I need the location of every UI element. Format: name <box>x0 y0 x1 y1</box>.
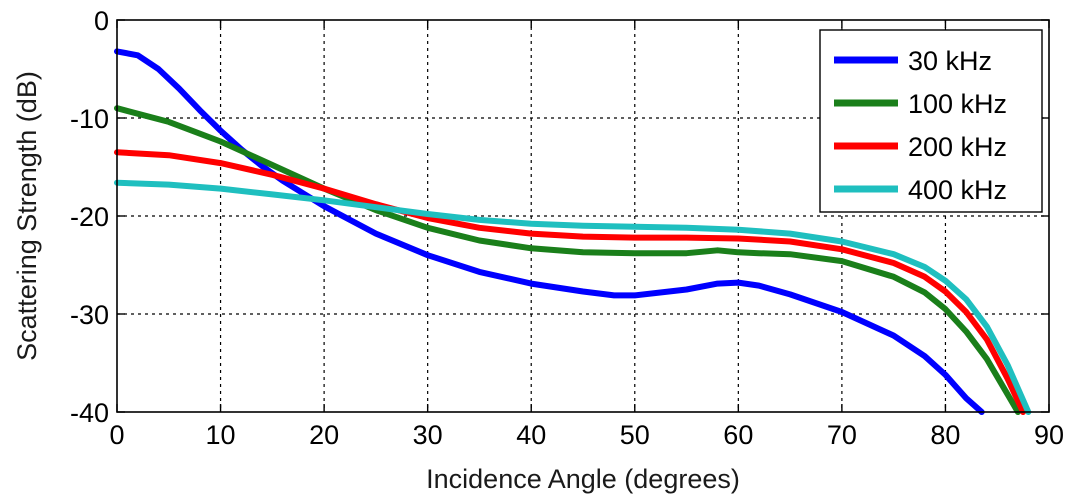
x-tick-label: 40 <box>516 420 546 450</box>
x-tick-label: 60 <box>723 420 753 450</box>
series-line-400-khz <box>114 179 1032 415</box>
legend-label-400-khz: 400 kHz <box>908 175 1007 205</box>
legend-label-30-khz: 30 kHz <box>908 46 992 76</box>
y-tick-label: -30 <box>70 300 109 330</box>
series-line-30-khz <box>114 48 985 415</box>
x-tick-label: 90 <box>1034 420 1064 450</box>
x-tick-label: 10 <box>206 420 236 450</box>
series-line-200-khz <box>114 149 1027 415</box>
x-tick-label: 50 <box>620 420 650 450</box>
y-axis-label: Scattering Strength (dB) <box>12 71 42 361</box>
legend: 30 kHz 100 kHz 200 kHz 400 kHz <box>819 29 1043 213</box>
y-tick-label: -40 <box>70 398 109 428</box>
x-tick-label: 0 <box>109 420 124 450</box>
y-tick-label: -20 <box>70 202 109 232</box>
x-tick-label: 80 <box>930 420 960 450</box>
y-tick-label: 0 <box>94 6 109 36</box>
legend-label-200-khz: 200 kHz <box>908 132 1007 162</box>
x-tick-label: 70 <box>827 420 857 450</box>
x-tick-labels: 0 10 20 30 40 50 60 70 80 90 <box>109 420 1064 450</box>
x-tick-label: 30 <box>413 420 443 450</box>
x-axis-label: Incidence Angle (degrees) <box>426 464 740 494</box>
y-tick-label: -10 <box>70 104 109 134</box>
legend-label-100-khz: 100 kHz <box>908 89 1007 119</box>
axis-ticks <box>116 19 1050 413</box>
y-tick-labels: 0 -10 -20 -30 -40 <box>70 6 109 428</box>
series-lines <box>114 48 1032 415</box>
x-tick-label: 20 <box>309 420 339 450</box>
